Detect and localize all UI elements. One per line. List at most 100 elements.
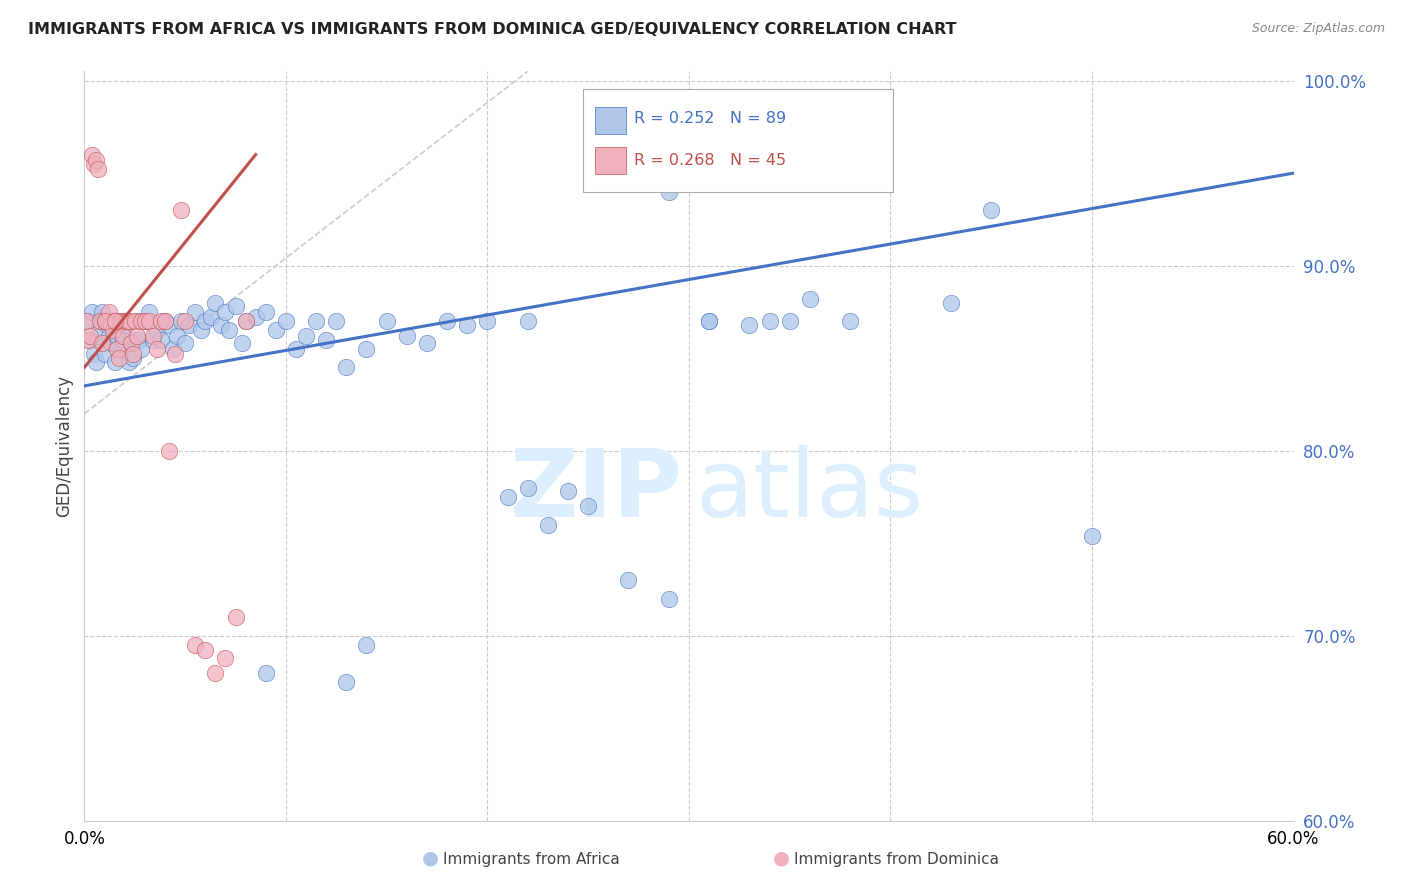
- Point: [264, 323, 287, 337]
- Point: [225, 299, 247, 313]
- Point: [194, 314, 217, 328]
- Point: [93, 314, 115, 328]
- Text: Source: ZipAtlas.com: Source: ZipAtlas.com: [1251, 22, 1385, 36]
- Point: [658, 591, 681, 606]
- Point: [557, 484, 579, 499]
- Point: [105, 342, 128, 356]
- Point: [254, 305, 277, 319]
- Point: [91, 305, 114, 319]
- Point: [184, 305, 207, 319]
- Point: [335, 674, 357, 689]
- Y-axis label: GED/Equivalency: GED/Equivalency: [55, 375, 73, 517]
- Text: ZIP: ZIP: [510, 445, 683, 537]
- Text: R = 0.268   N = 45: R = 0.268 N = 45: [634, 153, 786, 168]
- Point: [87, 162, 110, 177]
- Point: [184, 638, 207, 652]
- Point: [939, 295, 962, 310]
- Point: [516, 314, 538, 328]
- Text: R = 0.252   N = 89: R = 0.252 N = 89: [634, 112, 786, 126]
- Point: [436, 314, 458, 328]
- Point: [375, 314, 398, 328]
- Point: [104, 355, 127, 369]
- Point: [124, 314, 146, 328]
- Point: [120, 336, 142, 351]
- Point: [125, 314, 148, 328]
- Point: [100, 318, 122, 332]
- Point: [170, 203, 193, 218]
- Point: [335, 360, 357, 375]
- Point: [456, 318, 478, 332]
- Point: [128, 333, 150, 347]
- Point: [190, 323, 212, 337]
- Point: [214, 650, 236, 665]
- Point: [142, 333, 165, 347]
- Point: [839, 314, 862, 328]
- Point: [305, 314, 328, 328]
- Point: [142, 329, 165, 343]
- Point: [295, 329, 318, 343]
- Point: [153, 314, 176, 328]
- Point: [110, 314, 132, 328]
- Point: [89, 314, 111, 328]
- Point: [218, 323, 240, 337]
- Point: [124, 333, 146, 347]
- Point: [738, 318, 761, 332]
- Point: [779, 314, 801, 328]
- Point: [104, 314, 127, 328]
- Point: [235, 314, 257, 328]
- Point: [697, 314, 720, 328]
- Point: [204, 665, 226, 680]
- Point: [107, 351, 129, 365]
- Point: [537, 517, 560, 532]
- Point: [162, 342, 184, 356]
- Point: [115, 314, 138, 328]
- Point: [118, 355, 141, 369]
- Point: [101, 323, 124, 337]
- Point: [204, 295, 226, 310]
- Point: [356, 638, 378, 652]
- Point: [170, 314, 193, 328]
- Point: [157, 443, 180, 458]
- Point: [179, 318, 201, 332]
- Point: [79, 329, 101, 343]
- Point: [121, 351, 143, 365]
- Point: [138, 314, 160, 328]
- Point: [174, 336, 197, 351]
- Point: [146, 342, 169, 356]
- Point: [77, 314, 100, 328]
- Text: Immigrants from Africa: Immigrants from Africa: [443, 852, 620, 867]
- Point: [617, 573, 640, 587]
- Point: [477, 314, 499, 328]
- Text: ●: ●: [773, 848, 790, 867]
- Point: [111, 329, 134, 343]
- Point: [980, 203, 1002, 218]
- Point: [89, 314, 111, 328]
- Point: [105, 329, 128, 343]
- Point: [96, 314, 118, 328]
- Point: [356, 342, 378, 356]
- Point: [82, 305, 104, 319]
- Point: [114, 318, 136, 332]
- Point: [285, 342, 308, 356]
- Point: [134, 314, 156, 328]
- Point: [799, 292, 821, 306]
- Point: [214, 305, 236, 319]
- Point: [125, 329, 148, 343]
- Point: [83, 347, 105, 361]
- Text: atlas: atlas: [695, 445, 924, 537]
- Point: [134, 314, 156, 328]
- Point: [416, 336, 439, 351]
- Point: [274, 314, 297, 328]
- Point: [110, 342, 132, 356]
- Point: [79, 333, 101, 347]
- Point: [165, 347, 187, 361]
- Point: [91, 336, 114, 351]
- Point: [82, 147, 104, 161]
- Point: [153, 314, 176, 328]
- Point: [576, 499, 599, 513]
- Text: Immigrants from Dominica: Immigrants from Dominica: [794, 852, 1000, 867]
- Point: [121, 347, 143, 361]
- Point: [225, 610, 247, 624]
- Point: [114, 314, 136, 328]
- Point: [235, 314, 257, 328]
